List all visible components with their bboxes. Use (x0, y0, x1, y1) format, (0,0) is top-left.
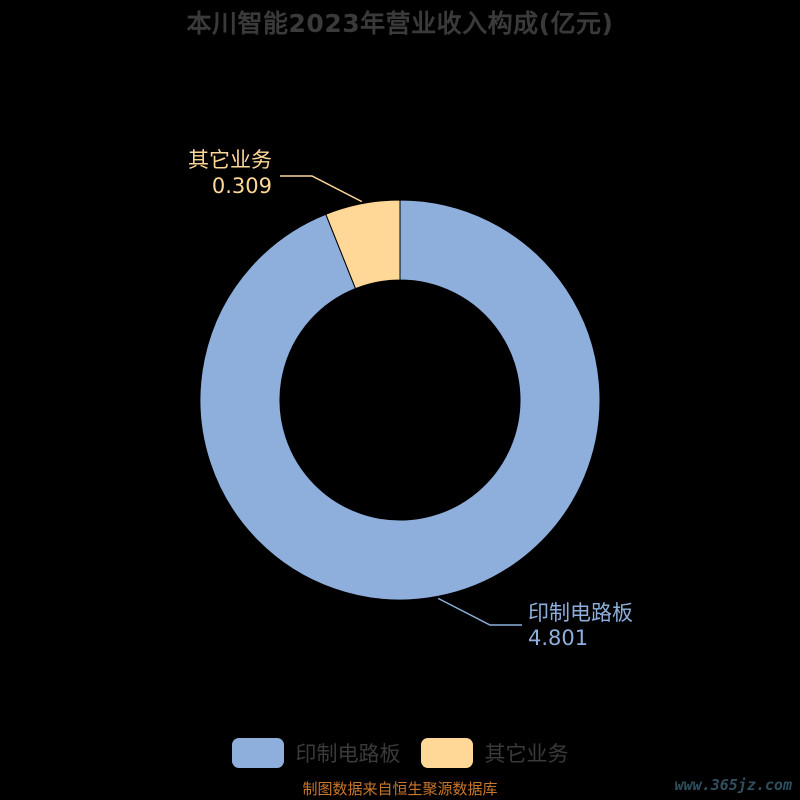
donut-slice-2[interactable] (325, 199, 401, 290)
donut-slices (199, 199, 601, 601)
legend-item-series2[interactable]: 其它业务 (420, 738, 569, 768)
data-source-note: 制图数据来自恒生聚源数据库 (302, 780, 498, 798)
leader-lines (280, 175, 522, 626)
slice-category-label-2: 其它业务 (188, 148, 272, 172)
donut-slice-1[interactable] (199, 199, 601, 601)
site-watermark: www.365jz.com (674, 776, 792, 794)
legend-label-series2: 其它业务 (484, 742, 569, 766)
legend-swatch-series1 (231, 738, 284, 768)
chart-title: 本川智能2023年营业收入构成(亿元) (186, 9, 614, 38)
slice-category-label-1: 印制电路板 (528, 601, 633, 625)
legend-item-series1[interactable]: 印制电路板 (231, 738, 401, 768)
slice-value-label-2: 0.309 (212, 174, 272, 198)
legend: 印制电路板 其它业务 (0, 738, 800, 768)
leader-line-2 (280, 175, 363, 203)
leader-line-1 (437, 597, 522, 626)
slice-value-label-1: 4.801 (528, 626, 588, 650)
legend-label-series1: 印制电路板 (295, 742, 401, 766)
legend-swatch-series2 (420, 738, 473, 768)
